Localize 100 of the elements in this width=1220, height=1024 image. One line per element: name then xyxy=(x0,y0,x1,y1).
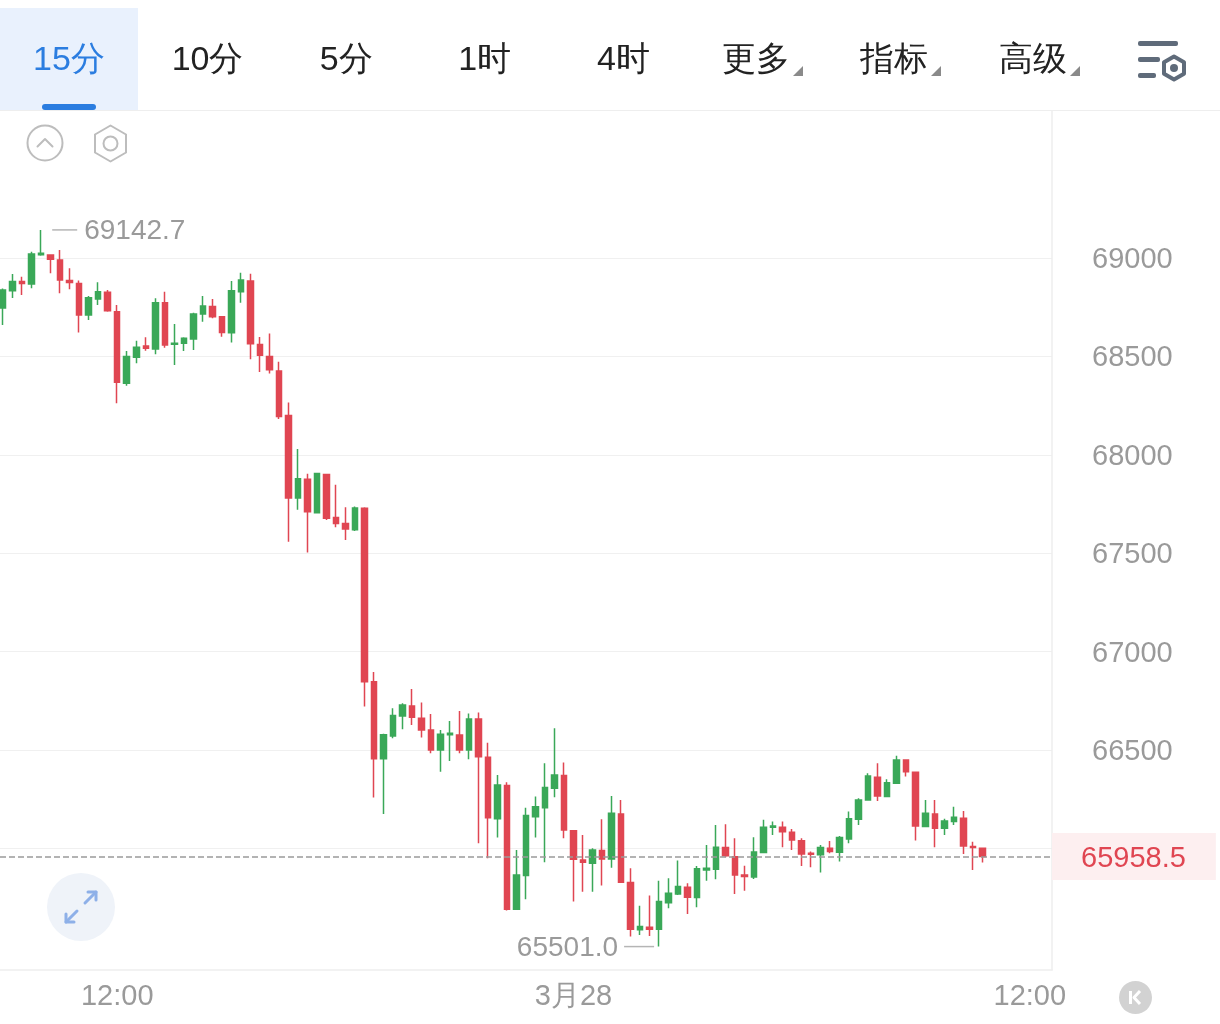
candlestick xyxy=(142,336,150,352)
candlestick xyxy=(569,829,578,903)
candlestick xyxy=(37,229,45,257)
candlestick xyxy=(522,806,530,901)
candlestick xyxy=(864,772,872,802)
candlestick xyxy=(797,837,806,867)
candlestick xyxy=(265,332,274,375)
candlestick xyxy=(0,287,7,326)
candlestick xyxy=(674,859,682,896)
candlestick xyxy=(313,471,321,515)
candlestick xyxy=(607,795,616,869)
candlestick xyxy=(588,847,597,893)
candlestick xyxy=(978,847,987,864)
candlestick xyxy=(103,289,112,313)
candlestick xyxy=(550,727,559,798)
candlestick xyxy=(208,298,217,319)
candlestick xyxy=(598,818,606,887)
candlestick xyxy=(151,297,160,355)
y-tick-label: 67000 xyxy=(1092,635,1173,668)
candlestick xyxy=(56,249,64,294)
candlestick xyxy=(531,795,540,839)
x-tick-label: 12:00 xyxy=(80,978,154,1011)
candlestick xyxy=(873,762,882,802)
candlestick xyxy=(446,720,454,762)
candlestick xyxy=(655,879,663,948)
candlestick xyxy=(721,823,730,858)
candlestick xyxy=(959,810,968,855)
candlestick xyxy=(237,272,245,304)
candlestick xyxy=(921,799,930,829)
candlestick xyxy=(341,506,350,541)
y-tick-label: 66500 xyxy=(1092,733,1173,766)
candlestick xyxy=(835,835,844,863)
candlestick xyxy=(455,710,464,755)
candlestick xyxy=(294,448,302,511)
candlestick xyxy=(94,281,102,306)
text: 5分 xyxy=(319,38,373,79)
candlestick xyxy=(560,761,568,840)
y-tick-label: 68500 xyxy=(1092,340,1173,373)
candlestick xyxy=(46,253,55,275)
candlestick xyxy=(389,707,397,740)
candlestick xyxy=(617,799,625,884)
candlestick xyxy=(816,844,825,874)
text: 1时 xyxy=(458,38,512,79)
text: 更多 xyxy=(721,38,790,79)
candlestick xyxy=(788,828,796,851)
candlestick xyxy=(969,840,977,871)
candlestick xyxy=(826,840,834,855)
candlestick xyxy=(113,304,121,404)
candlestick xyxy=(170,323,179,366)
candlestick xyxy=(484,741,492,859)
candlestick xyxy=(854,797,863,826)
candlestick xyxy=(750,836,758,880)
candlestick xyxy=(436,729,445,773)
candlestick xyxy=(702,844,711,882)
candlestick xyxy=(845,810,853,845)
candlestick xyxy=(18,275,26,296)
candlestick xyxy=(740,864,749,892)
text: 4时 xyxy=(596,38,650,79)
candlestick xyxy=(246,272,255,360)
candlestick xyxy=(227,280,236,344)
candlestick xyxy=(465,712,473,760)
candlestick xyxy=(626,867,635,938)
candlestick xyxy=(769,820,777,836)
candlestick xyxy=(759,819,768,855)
candlestick xyxy=(683,882,692,915)
candlestick xyxy=(360,506,369,708)
candlestick xyxy=(731,837,739,895)
candlestick xyxy=(503,781,511,912)
candlestick xyxy=(427,713,435,755)
candlestick xyxy=(332,483,340,528)
candlestick xyxy=(883,778,891,798)
text: 10分 xyxy=(171,38,244,79)
candlestick xyxy=(322,472,331,521)
candlestick xyxy=(408,688,416,726)
candlestick xyxy=(712,824,720,881)
candlestick xyxy=(275,360,283,420)
candlestick xyxy=(65,267,74,291)
candlestick xyxy=(940,818,949,836)
candlestick xyxy=(8,273,17,299)
candlestick xyxy=(180,336,188,352)
candlestick xyxy=(807,850,815,869)
candlestick xyxy=(950,805,958,826)
candlestick xyxy=(75,279,83,334)
candlestick xyxy=(493,774,502,839)
candlestick xyxy=(693,865,701,908)
candlestick xyxy=(84,295,93,321)
annotation: 69142.7 xyxy=(84,214,186,246)
candlestick xyxy=(398,702,407,731)
candlestick xyxy=(636,904,644,936)
candlestick xyxy=(931,799,939,848)
annotation: 65501.0 xyxy=(516,931,619,963)
text: 高级 xyxy=(998,38,1067,79)
candlestick xyxy=(664,877,673,909)
text: 指标 xyxy=(860,38,929,79)
y-tick-label: 67500 xyxy=(1092,537,1173,570)
candlestick xyxy=(122,350,131,387)
candlestick xyxy=(199,295,207,323)
candlestick xyxy=(161,290,169,349)
y-tick-label: 69000 xyxy=(1092,241,1173,274)
candlestick xyxy=(370,671,378,799)
